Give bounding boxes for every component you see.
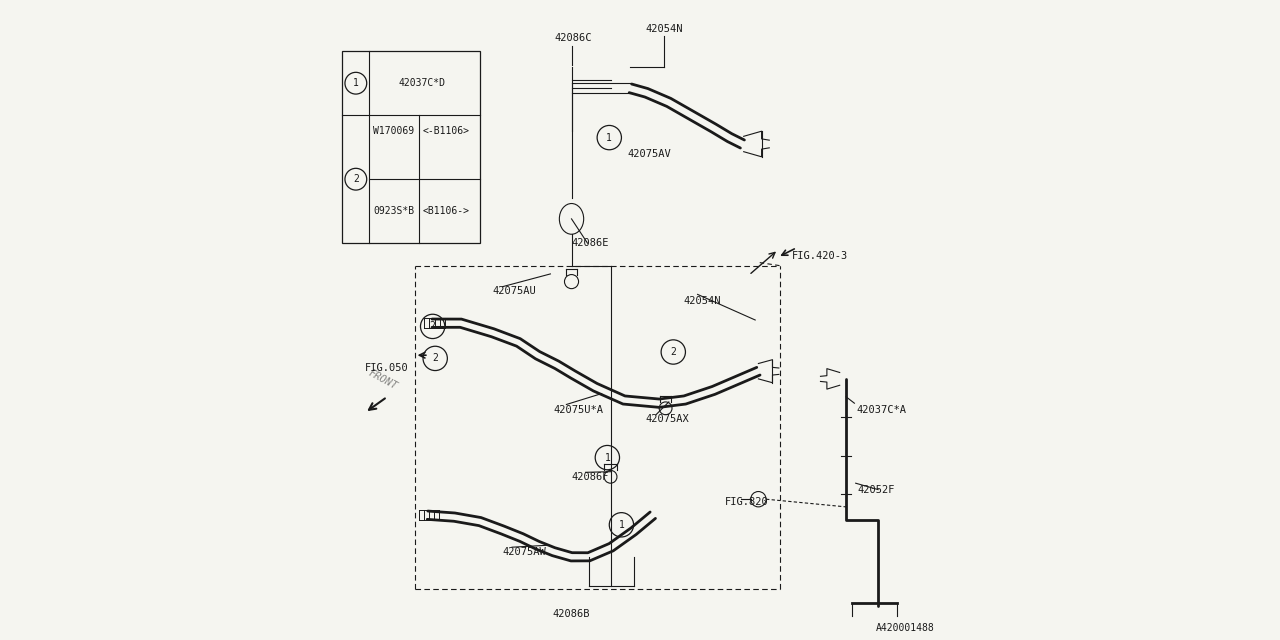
Text: 42052F: 42052F: [858, 484, 895, 495]
Text: A420001488: A420001488: [876, 623, 934, 634]
Text: 42054N: 42054N: [645, 24, 684, 34]
Text: 1: 1: [607, 132, 612, 143]
Text: FIG.820: FIG.820: [724, 497, 769, 507]
Text: 42075AX: 42075AX: [645, 414, 689, 424]
Text: 42075AV: 42075AV: [627, 148, 671, 159]
Bar: [343, 51, 480, 243]
Text: 2: 2: [671, 347, 676, 357]
Text: <B1106->: <B1106->: [422, 206, 470, 216]
Text: 2: 2: [430, 321, 435, 332]
Text: FIG.050: FIG.050: [365, 363, 408, 373]
Text: 42037C*D: 42037C*D: [399, 78, 445, 88]
Text: 0923S*B: 0923S*B: [372, 206, 415, 216]
Text: 42086B: 42086B: [553, 609, 590, 620]
Text: 42075AW: 42075AW: [502, 547, 547, 557]
Text: 42037C*A: 42037C*A: [856, 404, 906, 415]
Text: 42075AU: 42075AU: [493, 286, 536, 296]
Text: 42086C: 42086C: [554, 33, 591, 44]
Text: 42054N: 42054N: [684, 296, 721, 306]
Text: 42075U*A: 42075U*A: [554, 404, 604, 415]
Text: FRONT: FRONT: [366, 368, 399, 392]
Text: 1: 1: [618, 520, 625, 530]
Text: 1: 1: [604, 452, 611, 463]
Text: W170069: W170069: [372, 126, 415, 136]
Text: 2: 2: [353, 174, 358, 184]
Text: 42086F: 42086F: [571, 472, 609, 482]
Text: 42086E: 42086E: [571, 238, 609, 248]
Text: <-B1106>: <-B1106>: [422, 126, 470, 136]
Text: 2: 2: [433, 353, 438, 364]
Text: FIG.420-3: FIG.420-3: [792, 251, 849, 261]
Text: 1: 1: [353, 78, 358, 88]
